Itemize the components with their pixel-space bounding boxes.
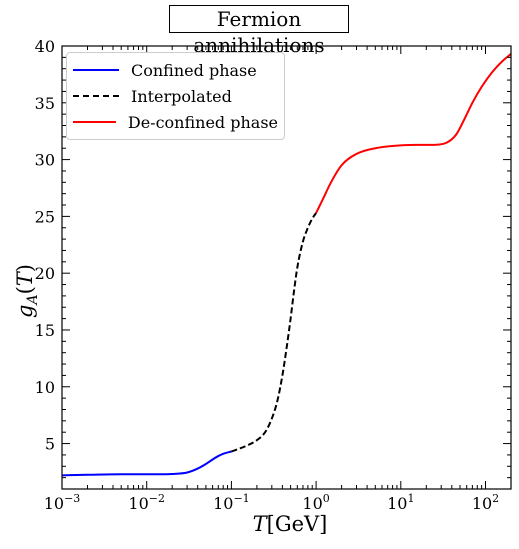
x-tick-label: 102 <box>472 492 499 513</box>
series-line-2 <box>231 212 317 453</box>
legend-swatch-confined <box>73 69 119 71</box>
x-tick-label: 10−2 <box>128 492 165 513</box>
legend-entry-confined: Confined phase <box>73 57 278 83</box>
y-tick-label: 25 <box>35 207 55 226</box>
axis-layer: 10−3 10−2 10−1 100 101 102 5 10 15 20 25 30 35 40 <box>35 37 512 513</box>
legend: Confined phase Interpolated De-confined … <box>66 52 285 140</box>
legend-swatch-interpolated <box>73 95 119 97</box>
x-tick-label: 10−3 <box>44 492 81 513</box>
y-tick-label: 15 <box>35 321 55 340</box>
series-line-1 <box>61 450 232 477</box>
legend-label-deconfined: De-confined phase <box>127 112 278 132</box>
y-axis-label: gA(T) <box>13 264 41 318</box>
y-tick-label: 10 <box>35 378 55 397</box>
chart-title: Fermion annihilations <box>169 5 349 57</box>
y-tick-label: 40 <box>35 37 55 56</box>
y-tick-label: 20 <box>35 264 55 283</box>
svg-text:gA(T): gA(T) <box>13 264 41 318</box>
y-tick-label: 35 <box>35 94 55 113</box>
series-layer <box>61 53 512 477</box>
axes-frame <box>61 45 512 490</box>
x-tick-label: 10−1 <box>213 492 250 513</box>
x-axis-label: T[GeV] <box>252 512 328 536</box>
x-tick-label: 100 <box>302 492 329 513</box>
legend-entry-interpolated: Interpolated <box>73 83 278 109</box>
legend-label-confined: Confined phase <box>131 60 257 80</box>
legend-swatch-deconfined <box>73 121 116 123</box>
y-tick-label: 30 <box>35 151 55 170</box>
y-tick-label: 5 <box>45 435 55 454</box>
series-line-3 <box>315 53 512 214</box>
legend-label-interpolated: Interpolated <box>131 86 232 106</box>
legend-entry-deconfined: De-confined phase <box>73 109 278 135</box>
x-tick-label: 101 <box>387 492 414 513</box>
